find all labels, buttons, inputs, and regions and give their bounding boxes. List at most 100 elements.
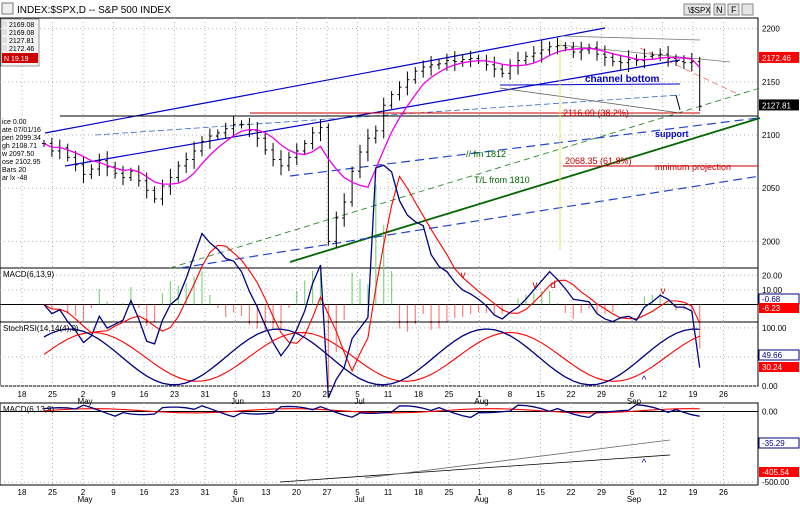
slow-line: [43, 408, 700, 414]
signal-mark: d: [550, 280, 556, 291]
y-tick-label: 2050: [762, 184, 780, 193]
annotation-label: 2068.35 (61.8%): [565, 156, 632, 166]
symbol-link-box[interactable]: [683, 3, 711, 16]
annotation-label: T/L from 1810: [474, 175, 530, 185]
fast-line: [43, 404, 700, 419]
y-tick-label: -500.00: [762, 478, 790, 487]
month-label: Jun: [231, 397, 244, 406]
x-tick-label: 13: [262, 390, 271, 399]
x-tick-label-bottom: 12: [658, 488, 667, 497]
x-tick-label: 23: [170, 390, 179, 399]
y-tick-label: 20.00: [762, 271, 783, 280]
signal-mark: ^: [642, 458, 647, 469]
x-tick-label: 31: [201, 390, 210, 399]
value-label: 49.66: [762, 351, 783, 360]
y-tick-label: 2000: [762, 237, 780, 246]
x-tick-label: 18: [414, 390, 423, 399]
x-tick-label-bottom: 6: [233, 488, 238, 497]
macd2-trendline: [279, 454, 671, 483]
x-tick-label-bottom: 20: [292, 488, 301, 497]
x-tick-label-bottom: 2: [81, 488, 86, 497]
y-tick-label: 0.00: [762, 407, 778, 416]
last-value-badge: [759, 99, 799, 111]
month-label: Jul: [354, 397, 364, 406]
low-swatch: [2, 37, 7, 43]
slow-line: [43, 331, 700, 382]
ohlc-low: 2127.81: [9, 38, 34, 45]
x-tick-label: 20: [292, 390, 301, 399]
data-window-row: ice 0.00: [2, 119, 27, 126]
value-label: -0.68: [762, 295, 781, 304]
month-label-bottom: Jun: [231, 495, 244, 504]
middle-dashed-channel: [289, 117, 759, 177]
annotation-label: channel bottom: [585, 74, 660, 85]
month-label-bottom: May: [77, 495, 92, 504]
last-value-label: 2127.81: [762, 101, 791, 110]
stochrsi-panel: [0, 321, 759, 387]
x-tick-label: 18: [18, 390, 27, 399]
y-tick-label: 10.00: [762, 286, 783, 295]
symbol-link-label[interactable]: \$SPX: [688, 6, 711, 15]
change-badge: [2, 53, 38, 63]
value-badge: [758, 349, 800, 361]
data-window-row: pen 2099.34: [2, 135, 41, 142]
f-button-label[interactable]: F: [731, 5, 737, 15]
x-tick-label: 12: [658, 390, 667, 399]
n-button-label[interactable]: N: [716, 5, 723, 15]
data-window-row: ose 2102.95: [2, 159, 41, 166]
high-swatch: [2, 29, 7, 35]
menu-icon[interactable]: [1, 2, 14, 15]
chart-title: INDEX:$SPX,D -- S&P 500 INDEX: [17, 5, 171, 16]
x-tick-label: 27: [323, 390, 332, 399]
f-button[interactable]: [727, 3, 740, 16]
x-tick-label: 5: [355, 390, 360, 399]
data-window-row: gh 2108.71: [2, 143, 37, 150]
y-tick-label: 0.00: [762, 382, 778, 391]
close-swatch: [2, 45, 7, 51]
month-label: Aug: [474, 397, 488, 406]
ma-value-label: 2172.46: [762, 54, 791, 63]
x-tick-label: 1: [477, 390, 482, 399]
annotation-label: support: [655, 129, 689, 139]
data-window-row: w 2097.50: [1, 151, 34, 158]
x-tick-label: 11: [384, 390, 393, 399]
month-label-bottom: Sep: [627, 495, 642, 504]
x-tick-label: 26: [719, 390, 728, 399]
n-button[interactable]: [713, 3, 726, 16]
x-tick-label-bottom: 29: [597, 488, 606, 497]
channel-inner-dashed: [94, 94, 681, 136]
title-bar: [0, 0, 800, 18]
panel-title: MACD(6,13,9): [3, 405, 54, 414]
value-badge: [759, 362, 799, 372]
x-tick-label-bottom: 23: [170, 488, 179, 497]
x-tick-label-bottom: 16: [140, 488, 149, 497]
value-badge: [758, 437, 800, 449]
annotation-label: // fm 1812: [466, 149, 506, 159]
y-tick-label: 100.00: [762, 324, 787, 333]
x-tick-label-bottom: 18: [18, 488, 27, 497]
value-label: -405.54: [762, 468, 790, 477]
red-dashed-downtrend: [639, 47, 741, 96]
value-label: -6.23: [762, 304, 781, 313]
macd2-trendline-2: [364, 439, 671, 479]
month-label: Sep: [627, 397, 642, 406]
annotation-label: mnimum projection: [655, 162, 731, 172]
ma-value-badge: [759, 51, 799, 63]
y-tick-label: 2100: [762, 131, 780, 140]
value-label: -35.29: [762, 439, 785, 448]
x-tick-label-bottom: 27: [323, 488, 332, 497]
value-badge: [759, 303, 799, 313]
close-icon[interactable]: [741, 3, 754, 16]
x-tick-label-bottom: 18: [414, 488, 423, 497]
channel-bottom-line: [499, 83, 681, 86]
x-tick-label: 2: [81, 390, 86, 399]
x-tick-label-bottom: 22: [567, 488, 576, 497]
x-tick-label-bottom: 15: [536, 488, 545, 497]
x-tick-label: 25: [445, 390, 454, 399]
x-tick-label: 15: [536, 390, 545, 399]
signal-mark: ^: [642, 375, 647, 386]
x-tick-label-bottom: 9: [111, 488, 116, 497]
y-tick-label: 2150: [762, 78, 780, 87]
support-arrow: [675, 94, 681, 111]
